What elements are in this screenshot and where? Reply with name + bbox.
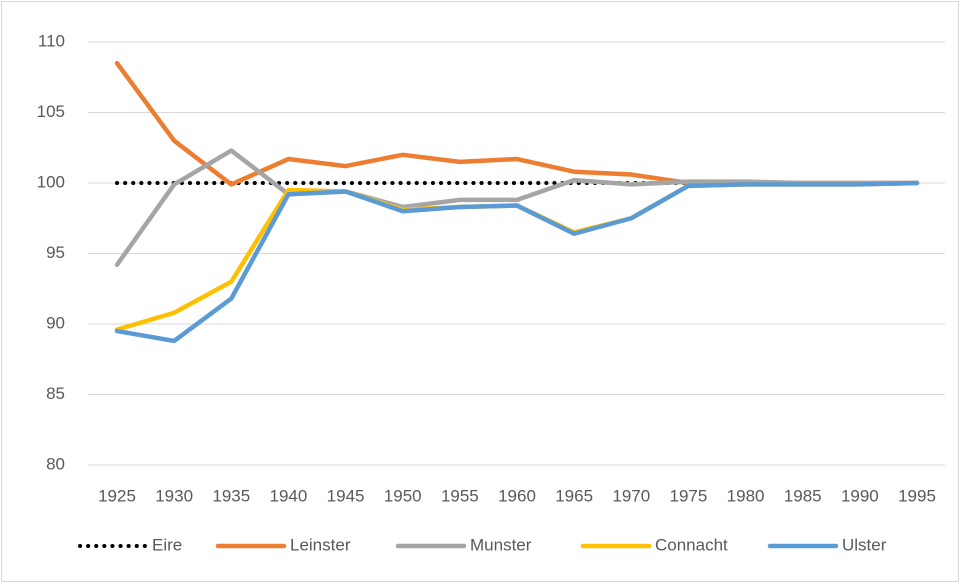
y-tick-label: 105 — [37, 102, 65, 121]
y-tick-label: 85 — [46, 384, 65, 403]
series-line — [114, 180, 920, 344]
legend-label: Munster — [470, 535, 532, 554]
legend-label: Eire — [152, 535, 182, 554]
legend-label: Ulster — [842, 535, 887, 554]
x-tick-label: 1930 — [155, 486, 193, 505]
legend-label: Connacht — [655, 535, 728, 554]
y-tick-label: 110 — [38, 31, 65, 50]
x-tick-label: 1980 — [727, 486, 765, 505]
x-tick-label: 1970 — [612, 486, 650, 505]
x-tick-label: 1975 — [670, 486, 708, 505]
x-tick-label: 1965 — [555, 486, 593, 505]
x-tick-label: 1985 — [784, 486, 822, 505]
y-tick-label: 95 — [46, 243, 65, 262]
y-tick-label: 90 — [46, 313, 65, 332]
y-tick-label: 100 — [37, 172, 65, 191]
x-tick-label: 1995 — [898, 486, 936, 505]
x-tick-label: 1940 — [270, 486, 308, 505]
x-tick-label: 1990 — [841, 486, 879, 505]
y-tick-label: 80 — [46, 454, 65, 473]
legend-label: Leinster — [290, 535, 351, 554]
x-tick-label: 1925 — [98, 486, 136, 505]
x-tick-label: 1955 — [441, 486, 479, 505]
x-tick-label: 1945 — [327, 486, 365, 505]
x-tick-label: 1935 — [212, 486, 250, 505]
x-tick-label: 1950 — [384, 486, 422, 505]
x-tick-label: 1960 — [498, 486, 536, 505]
